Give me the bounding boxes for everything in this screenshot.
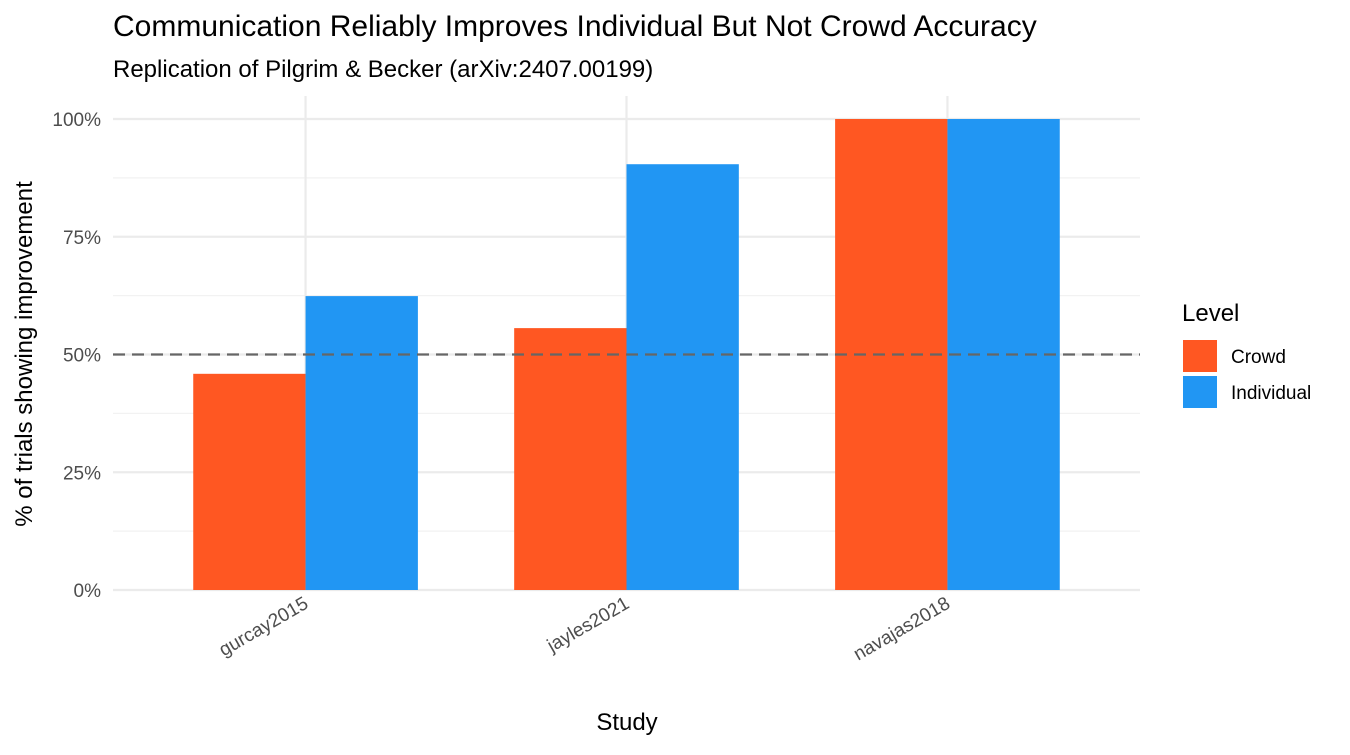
bar-crowd-navajas2018: [835, 119, 948, 590]
bar-crowd-gurcay2015: [193, 373, 306, 590]
y-axis-label: % of trials showing improvement: [11, 181, 38, 527]
chart-title: Communication Reliably Improves Individu…: [113, 10, 1037, 43]
legend-label-crowd: Crowd: [1231, 347, 1286, 368]
legend-title: Level: [1182, 300, 1239, 327]
bar-individual-jayles2021: [626, 164, 739, 590]
chart-subtitle: Replication of Pilgrim & Becker (arXiv:2…: [113, 56, 653, 83]
y-tick-label: 75%: [63, 228, 101, 249]
y-tick-label: 100%: [52, 110, 101, 131]
legend: Level Crowd Individual: [1182, 300, 1311, 408]
y-tick-label: 50%: [63, 346, 101, 367]
y-tick-label: 0%: [74, 581, 102, 602]
bar-individual-navajas2018: [947, 119, 1060, 590]
x-axis-label: Study: [596, 709, 657, 736]
bar-individual-gurcay2015: [305, 296, 418, 590]
bar-crowd-jayles2021: [514, 328, 627, 590]
x-tick-label: jayles2021: [543, 593, 633, 657]
legend-label-individual: Individual: [1231, 383, 1311, 404]
x-tick-label: navajas2018: [850, 593, 954, 665]
legend-swatch-individual: [1183, 376, 1217, 408]
y-tick-label: 25%: [63, 463, 101, 484]
x-tick-label: gurcay2015: [216, 593, 312, 661]
legend-swatch-crowd: [1183, 340, 1217, 372]
